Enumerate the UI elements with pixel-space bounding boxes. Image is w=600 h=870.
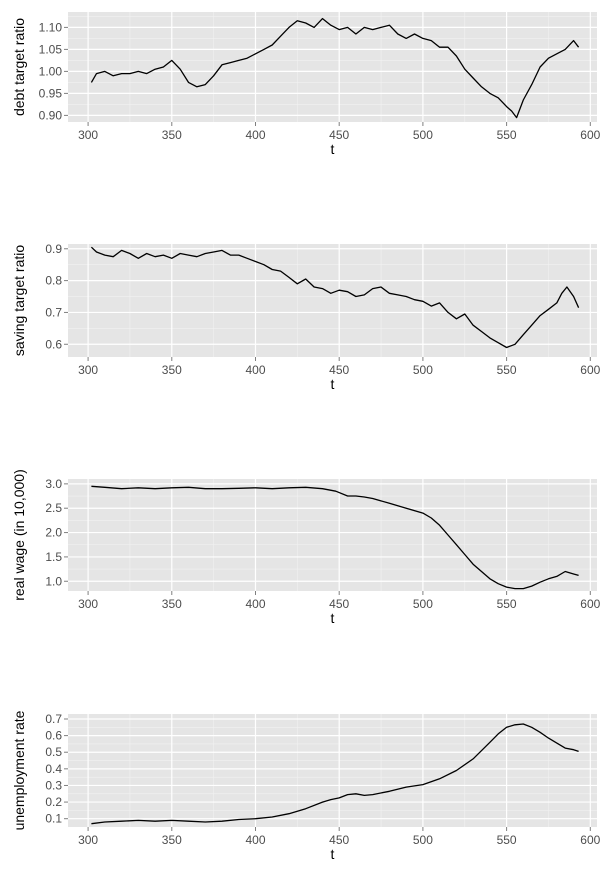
x-tick-label: 400 bbox=[245, 363, 265, 377]
x-tick-label: 350 bbox=[162, 597, 182, 611]
y-tick-label: 1.5 bbox=[45, 550, 62, 564]
y-tick-label: 0.1 bbox=[45, 812, 62, 826]
y-tick-label: 0.7 bbox=[45, 305, 62, 319]
y-tick-label: 1.00 bbox=[39, 64, 63, 78]
x-tick-label: 600 bbox=[580, 597, 600, 611]
x-tick-label: 400 bbox=[245, 128, 265, 142]
x-tick-label: 600 bbox=[580, 833, 600, 847]
series-line-1 bbox=[90, 246, 580, 349]
y-tick-label: 1.10 bbox=[39, 20, 63, 34]
plot-background bbox=[68, 12, 597, 122]
x-tick-label: 450 bbox=[329, 597, 349, 611]
y-axis-title: saving target ratio bbox=[11, 245, 27, 356]
x-tick-label: 500 bbox=[413, 363, 433, 377]
panel-3: 300 350 400 450 500 550 600 1.0 1.5 2.0 2.5 3.0 t rea… bbox=[11, 469, 600, 626]
y-tick-label: 0.6 bbox=[45, 729, 62, 743]
x-tick-label: 300 bbox=[78, 363, 98, 377]
x-axis-title: t bbox=[331, 610, 335, 626]
x-tick-label: 500 bbox=[413, 128, 433, 142]
y-axis-title: real wage (in 10,000) bbox=[11, 469, 27, 601]
x-axis-title: t bbox=[331, 846, 335, 862]
panel-4: 300 350 400 450 500 550 600 0.1 0.2 0.3 0.4 0.5 0.6 0… bbox=[11, 710, 600, 862]
y-tick-label: 1.05 bbox=[39, 42, 63, 56]
x-tick-label: 350 bbox=[162, 128, 182, 142]
y-tick-label: 1.0 bbox=[45, 574, 62, 588]
plot-background bbox=[68, 714, 597, 827]
x-tick-label: 450 bbox=[329, 363, 349, 377]
series-line-1 bbox=[91, 723, 579, 825]
x-tick-label: 350 bbox=[162, 833, 182, 847]
plot-background bbox=[68, 244, 597, 357]
y-tick-label: 0.6 bbox=[45, 337, 62, 351]
x-tick-label: 550 bbox=[497, 597, 517, 611]
y-tick-label: 0.3 bbox=[45, 778, 62, 792]
y-tick-label: 0.4 bbox=[45, 762, 62, 776]
y-tick-label: 3.0 bbox=[45, 477, 62, 491]
x-tick-label: 350 bbox=[162, 363, 182, 377]
y-tick-label: 0.2 bbox=[45, 795, 62, 809]
y-tick-label: 0.8 bbox=[45, 274, 62, 288]
series-line-1 bbox=[90, 17, 580, 119]
x-axis-title: t bbox=[331, 376, 335, 392]
plot-background bbox=[68, 479, 597, 591]
y-tick-label: 0.5 bbox=[45, 745, 62, 759]
y-axis-title: debt target ratio bbox=[11, 18, 27, 116]
x-tick-label: 600 bbox=[580, 128, 600, 142]
x-tick-label: 400 bbox=[245, 833, 265, 847]
x-axis-title: t bbox=[331, 141, 335, 157]
y-tick-label: 2.5 bbox=[45, 501, 62, 515]
panel-1: 300 350 400 450 500 550 600 0.90 0.95 1.00 1.05 1.1… bbox=[11, 12, 600, 157]
x-tick-label: 550 bbox=[497, 833, 517, 847]
y-axis-title: unemployment rate bbox=[11, 710, 27, 830]
x-tick-label: 400 bbox=[245, 597, 265, 611]
x-tick-label: 300 bbox=[78, 833, 98, 847]
x-tick-label: 600 bbox=[580, 363, 600, 377]
y-tick-label: 0.95 bbox=[39, 86, 63, 100]
y-tick-label: 0.7 bbox=[45, 712, 62, 726]
x-tick-label: 300 bbox=[78, 597, 98, 611]
x-tick-label: 450 bbox=[329, 833, 349, 847]
x-tick-label: 500 bbox=[413, 597, 433, 611]
panel-2: 300 350 400 450 500 550 600 0.6 0.7 0.8 0.9 t saving… bbox=[11, 242, 600, 392]
y-tick-label: 0.90 bbox=[39, 108, 63, 122]
y-tick-label: 0.9 bbox=[45, 242, 62, 256]
x-tick-label: 550 bbox=[497, 363, 517, 377]
x-tick-label: 450 bbox=[329, 128, 349, 142]
series-line-1 bbox=[91, 485, 579, 590]
x-tick-label: 550 bbox=[497, 128, 517, 142]
x-tick-label: 300 bbox=[78, 128, 98, 142]
x-tick-label: 500 bbox=[413, 833, 433, 847]
y-tick-label: 2.0 bbox=[45, 526, 62, 540]
